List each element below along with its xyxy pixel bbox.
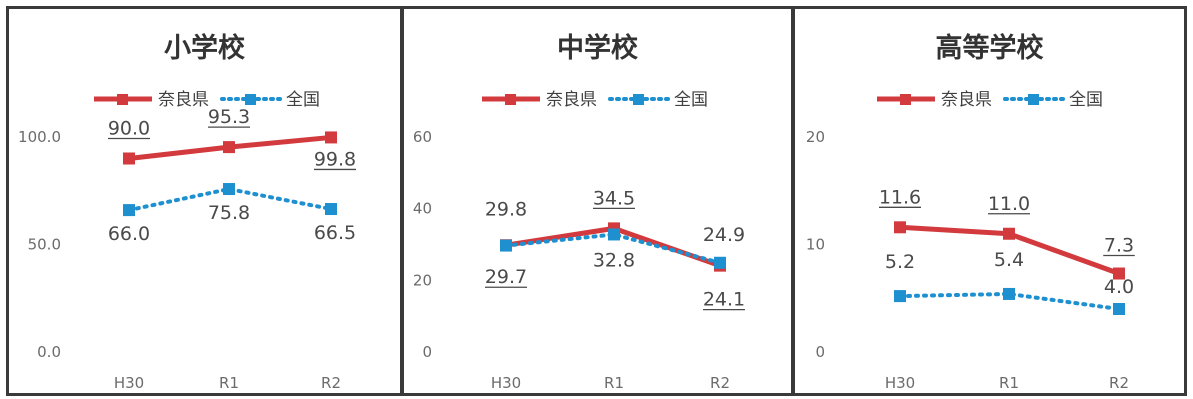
y-tick-label: 20 — [806, 128, 825, 146]
legend-marker — [117, 94, 128, 105]
data-label-national: 4.0 — [1104, 276, 1134, 298]
legend-label: 奈良県 — [941, 90, 992, 110]
legend-label: 奈良県 — [158, 90, 209, 110]
legend-marker — [900, 94, 911, 105]
y-tick-label: 40 — [413, 200, 432, 218]
data-label-nara: 11.0 — [988, 193, 1030, 215]
data-label-nara: 95.3 — [208, 106, 250, 128]
chart-title: 高等学校 — [936, 32, 1044, 64]
data-label-nara: 99.8 — [314, 148, 356, 170]
y-tick-label: 100.0 — [18, 128, 61, 146]
y-tick-label: 0.0 — [37, 343, 61, 361]
data-label-national: 29.8 — [485, 199, 527, 221]
data-label-national: 75.8 — [208, 202, 250, 224]
data-label-national: 24.9 — [703, 224, 745, 246]
data-point-national — [223, 183, 235, 196]
x-tick-label: R1 — [604, 374, 624, 392]
chart-title: 小学校 — [164, 32, 245, 64]
data-point-national — [500, 239, 512, 252]
chart-title: 中学校 — [557, 32, 638, 64]
x-tick-label: H30 — [885, 374, 915, 392]
legend-label: 全国 — [674, 90, 708, 110]
data-label-nara: 90.0 — [108, 118, 150, 140]
data-label-nara: 29.7 — [485, 266, 527, 288]
legend-marker — [245, 94, 256, 105]
data-point-national — [123, 204, 135, 217]
data-point-national — [1113, 303, 1125, 315]
x-tick-label: R1 — [219, 374, 239, 392]
x-tick-label: H30 — [114, 374, 144, 392]
data-label-national: 66.5 — [314, 222, 356, 244]
y-tick-label: 20 — [413, 271, 432, 289]
y-tick-label: 0 — [422, 343, 432, 361]
chart-panel-elementary: 小学校奈良県 全国 0.0 50.0 100.0 H30 R1 R2 90.0 95.3 99.8 6… — [6, 6, 403, 396]
data-point-nara — [1113, 267, 1125, 280]
chart-panel-junior-high: 中学校奈良県 全国 0 20 40 60 H30 R1 R2 29.7 34.5 24.1 29.8 32… — [401, 6, 794, 396]
data-label-national: 5.2 — [885, 251, 915, 273]
data-point-nara — [223, 141, 235, 154]
x-tick-label: R2 — [1109, 374, 1129, 392]
data-label-national: 5.4 — [994, 249, 1024, 271]
x-tick-label: H30 — [491, 374, 521, 392]
x-tick-label: R1 — [999, 374, 1019, 392]
y-tick-label: 10 — [806, 236, 825, 254]
data-point-national — [1003, 287, 1015, 300]
data-point-nara — [894, 221, 906, 234]
chart-panel-high-school: 高等学校奈良県 全国 0 10 20 H30 R1 R2 11.6 11.0 7.3 5.2 5.4 4.… — [792, 6, 1187, 396]
x-tick-label: R2 — [710, 374, 730, 392]
x-tick-label: R2 — [321, 374, 341, 392]
data-point-national — [714, 256, 726, 269]
data-point-national — [894, 290, 906, 303]
legend-marker — [1028, 94, 1039, 105]
series-line-national — [898, 291, 1121, 311]
legend-label: 奈良県 — [546, 90, 597, 110]
data-point-nara — [1003, 227, 1015, 240]
data-point-nara — [325, 131, 337, 144]
data-point-nara — [123, 152, 135, 165]
data-label-nara: 11.6 — [879, 186, 921, 208]
data-label-nara: 24.1 — [703, 289, 745, 311]
data-point-national — [608, 228, 620, 241]
data-point-national — [325, 203, 337, 216]
data-label-national: 32.8 — [593, 249, 635, 271]
legend-marker — [505, 94, 516, 105]
data-label-nara: 7.3 — [1104, 235, 1134, 257]
data-label-nara: 34.5 — [593, 187, 635, 209]
data-label-national: 66.0 — [108, 223, 150, 245]
y-tick-label: 60 — [413, 128, 432, 146]
y-tick-label: 0 — [815, 343, 825, 361]
y-tick-label: 50.0 — [28, 236, 61, 254]
legend-marker — [633, 94, 644, 105]
legend-label: 全国 — [1069, 90, 1103, 110]
legend-label: 全国 — [286, 90, 320, 110]
